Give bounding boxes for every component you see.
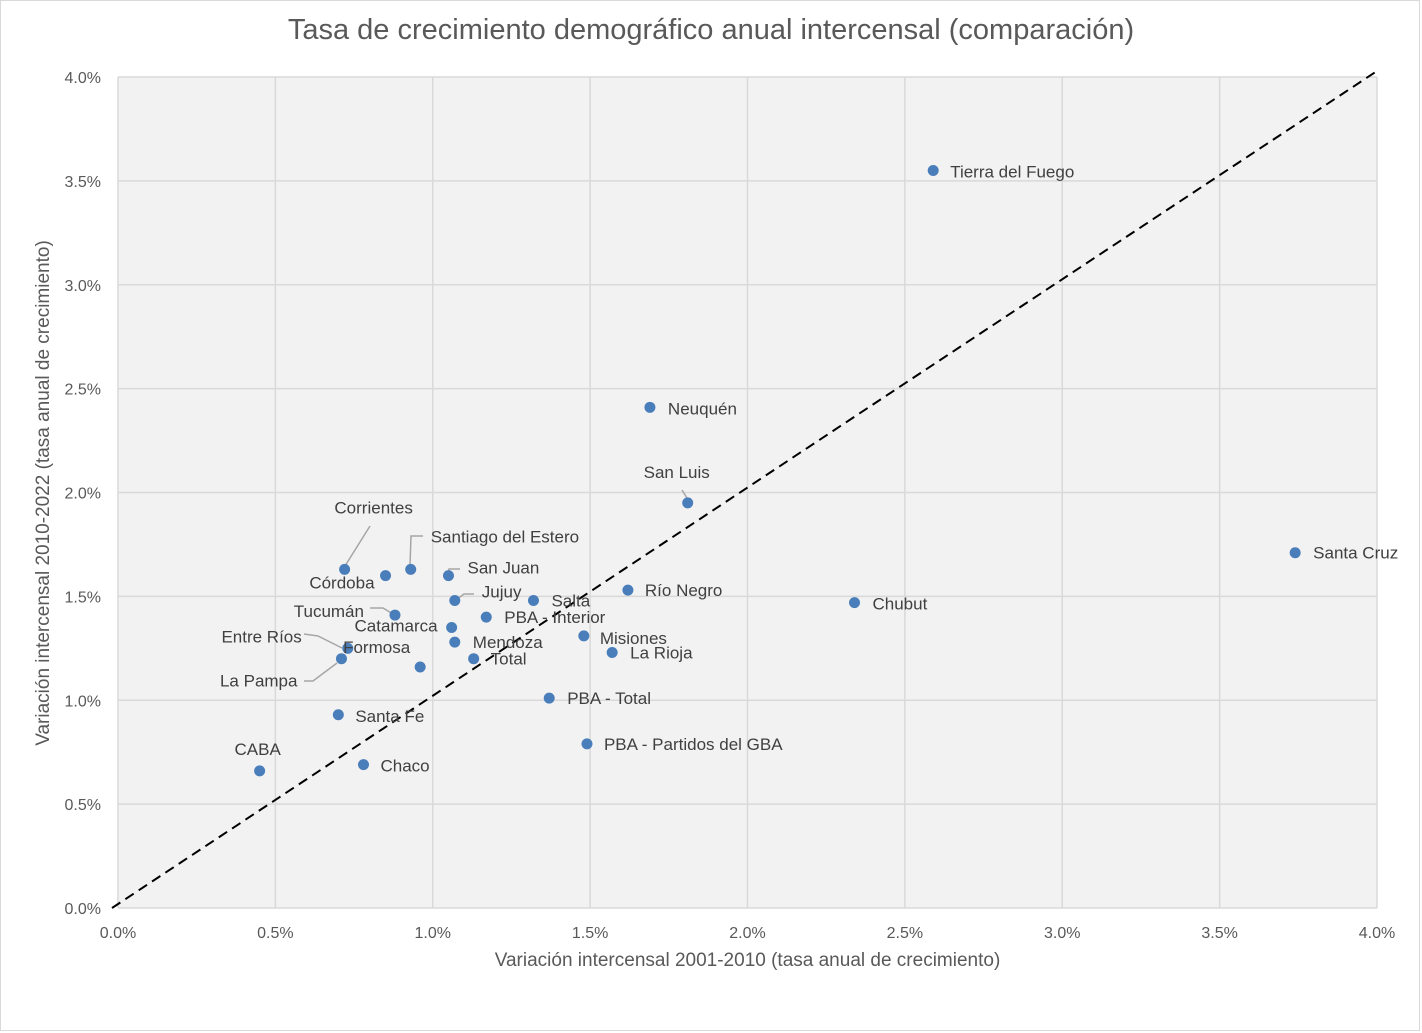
data-label-chaco: Chaco — [381, 757, 430, 776]
y-tick-label: 1.5% — [65, 589, 101, 606]
chart-title: Tasa de crecimiento demográfico anual in… — [287, 14, 1135, 46]
x-tick-label: 3.0% — [1044, 925, 1080, 942]
leader-line-san-luis — [681, 489, 688, 499]
data-point-formosa — [414, 661, 426, 673]
data-point-santa-fe — [332, 709, 344, 721]
y-tick-label: 3.5% — [65, 174, 101, 191]
y-tick-label: 1.0% — [65, 693, 101, 710]
data-label-salta: Salta — [551, 592, 590, 611]
x-tick-label: 1.0% — [415, 925, 451, 942]
data-label-la-pampa: La Pampa — [220, 672, 298, 691]
data-point-la-pampa — [335, 653, 347, 665]
data-point-caba — [254, 765, 266, 777]
data-point-catamarca — [446, 622, 458, 634]
data-point-entre-rios — [342, 642, 354, 654]
data-label-mendoza: Mendoza — [473, 633, 543, 652]
x-tick-label: 1.5% — [572, 925, 608, 942]
data-point-pba-partidos-del-gba — [581, 738, 593, 750]
data-label-caba: CABA — [234, 740, 281, 759]
data-point-chaco — [358, 759, 370, 771]
data-label-pba-partidos-del-gba: PBA - Partidos del GBA — [604, 735, 783, 754]
leader-line-entre-rios — [303, 633, 343, 649]
y-tick-label: 2.5% — [65, 382, 101, 399]
data-point-santiago-del-estero — [405, 563, 417, 575]
data-point-tierra-del-fuego — [927, 164, 939, 176]
x-tick-label: 3.5% — [1201, 925, 1237, 942]
x-tick-label: 0.0% — [100, 925, 136, 942]
data-point-san-luis — [682, 497, 694, 509]
data-label-formosa: Formosa — [343, 638, 411, 657]
data-label-la-rioja: La Rioja — [630, 643, 693, 662]
data-point-la-rioja — [606, 646, 618, 658]
data-label-pba-interior: PBA - Interior — [504, 608, 605, 627]
leader-line-corrientes — [344, 525, 371, 567]
point-labels: Tierra del Fuego Neuquén San Luis Santa Cru… — [220, 162, 1398, 775]
data-label-misiones: Misiones — [600, 629, 667, 648]
y-tick-label: 2.0% — [65, 486, 101, 503]
data-label-total: Total — [491, 650, 527, 669]
leader-line-tucuman — [370, 607, 394, 615]
x-tick-label: 0.5% — [257, 925, 293, 942]
data-point-pba-total — [543, 692, 555, 704]
data-points — [254, 164, 1301, 777]
grid-lines — [117, 76, 1378, 909]
axis-tick-labels: 0.0% 0.5% 1.0% 1.5% 2.0% 2.5% 3.0% 3.5% 4.0% 0.0%… — [65, 70, 1396, 942]
leader-line-santiago-del-estero — [409, 535, 423, 567]
data-label-santa-fe: Santa Fe — [355, 707, 424, 726]
data-point-total — [468, 653, 480, 665]
data-label-neuquen: Neuquén — [668, 399, 737, 418]
data-point-mendoza — [449, 636, 461, 648]
data-point-santa-cruz — [1289, 547, 1301, 559]
y-tick-label: 4.0% — [65, 70, 101, 87]
data-label-entre-rios: Entre Ríos — [221, 627, 301, 646]
data-label-corrientes: Corrientes — [334, 498, 412, 517]
x-axis-title: Variación intercensal 2001-2010 (tasa an… — [494, 950, 1001, 971]
data-point-rio-negro — [622, 584, 634, 596]
data-point-san-juan — [442, 570, 454, 582]
data-label-san-juan: San Juan — [467, 559, 539, 578]
data-label-tucuman: Tucumán — [294, 602, 364, 621]
data-point-cordoba — [380, 570, 392, 582]
data-point-jujuy — [449, 595, 461, 607]
data-point-corrientes — [339, 563, 351, 575]
data-point-chubut — [849, 597, 861, 609]
data-label-santa-cruz: Santa Cruz — [1313, 544, 1398, 563]
reference-diagonal-line — [111, 70, 1378, 909]
data-label-jujuy: Jujuy — [482, 583, 522, 602]
y-tick-label: 0.0% — [65, 901, 101, 918]
leader-lines — [303, 489, 688, 682]
data-label-santiago-del-estero: Santiago del Estero — [431, 527, 579, 546]
data-point-salta — [527, 595, 539, 607]
y-tick-label: 0.5% — [65, 797, 101, 814]
leader-line-la-pampa — [304, 662, 338, 682]
x-tick-label: 2.0% — [729, 925, 765, 942]
x-tick-label: 2.5% — [887, 925, 923, 942]
data-point-neuquen — [644, 401, 656, 413]
data-label-chubut: Chubut — [873, 595, 928, 614]
data-label-san-luis: San Luis — [644, 463, 710, 482]
data-point-tucuman — [389, 609, 401, 621]
y-tick-label: 3.0% — [65, 278, 101, 295]
x-tick-label: 4.0% — [1359, 925, 1395, 942]
data-label-catamarca: Catamarca — [354, 617, 438, 636]
data-label-pba-total: PBA - Total — [567, 689, 651, 708]
data-label-cordoba: Córdoba — [309, 574, 375, 593]
data-label-tierra-del-fuego: Tierra del Fuego — [950, 162, 1074, 181]
data-label-rio-negro: Río Negro — [645, 581, 722, 600]
data-point-misiones — [578, 630, 590, 642]
data-point-pba-interior — [480, 611, 492, 623]
